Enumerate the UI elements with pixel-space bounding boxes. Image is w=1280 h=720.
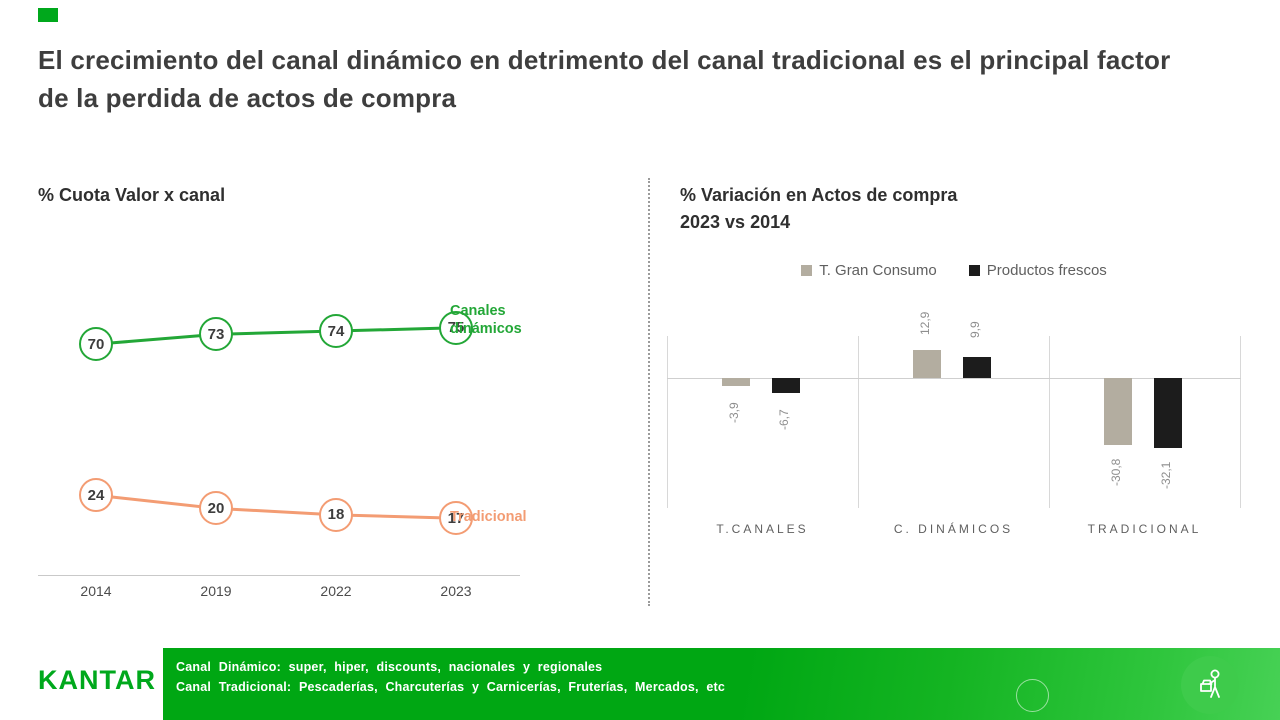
x-tick-label: 2023: [440, 583, 472, 599]
series-label: Tradicional: [450, 509, 527, 526]
bar-value-label: 9,9: [968, 321, 982, 338]
line-chart-svg: [95, 326, 457, 520]
footnote-dynamic-channel: Canal Dinámico: super, hiper, discounts,…: [176, 660, 603, 674]
footer: KANTAR Canal Dinámico: super, hiper, dis…: [0, 648, 1280, 720]
data-point: 75: [439, 310, 473, 345]
legend: T. Gran Consumo Productos frescos: [667, 262, 1241, 279]
bar-value-label: -3,9: [727, 403, 741, 424]
bar-frescos: [963, 356, 991, 378]
footnote-traditional-channel: Canal Tradicional: Pescaderías, Charcute…: [176, 680, 726, 694]
ring-decoration: [1016, 679, 1049, 712]
bar-gran-consumo: [1104, 378, 1132, 445]
series-label: Canales dinámicos: [450, 302, 522, 337]
group-divider: [1240, 336, 1241, 508]
footer-banner: Canal Dinámico: super, hiper, discounts,…: [163, 648, 1280, 720]
bar-frescos: [1154, 378, 1182, 448]
bar-gran-consumo: [913, 350, 941, 378]
kantar-logo: KANTAR: [38, 665, 156, 695]
legend-item: T. Gran Consumo: [801, 262, 937, 279]
x-tick-label: 2022: [320, 583, 352, 599]
bar-gran-consumo: [722, 378, 750, 387]
group-divider: [667, 336, 668, 508]
data-point: 73: [199, 317, 233, 352]
panel-divider: [648, 178, 650, 606]
category-label: TRADICIONAL: [1087, 522, 1202, 536]
bar-value-label: -6,7: [777, 409, 791, 430]
group-divider: [1049, 336, 1050, 508]
shopper-icon: [1200, 669, 1220, 698]
group-divider: [858, 336, 859, 508]
bar-value-label: 12,9: [918, 311, 932, 335]
shopper-icon-circle: [1181, 656, 1239, 714]
x-tick-label: 2019: [200, 583, 232, 599]
bar-chart: -3,9 -6,7 T.CANALES 12,9 9,9 C. DINÁMICOS -30,…: [667, 311, 1241, 545]
legend-swatch: [801, 265, 813, 276]
data-point: 18: [319, 497, 353, 532]
data-point: 70: [79, 327, 113, 362]
legend-label: T. Gran Consumo: [819, 262, 937, 279]
x-axis-line: [38, 575, 520, 576]
legend-swatch: [968, 265, 980, 276]
category-label: C. DINÁMICOS: [893, 522, 1014, 536]
bar-value-label: -32,1: [1159, 460, 1173, 489]
line-chart: 70 73 74 75 Canales dinámicos 24 20 18 17 Tradici…: [38, 235, 638, 610]
bar-value-label: -30,8: [1109, 458, 1123, 486]
accent-bar: [38, 8, 58, 22]
variation-title-line1: % Variación en Actos de compra: [680, 185, 958, 205]
category-label: T.CANALES: [716, 522, 809, 536]
legend-label: Productos frescos: [986, 262, 1107, 279]
legend-item: Productos frescos: [968, 262, 1107, 279]
page-title: El crecimiento del canal dinámico en det…: [38, 45, 1171, 113]
data-point: 24: [79, 478, 113, 513]
variation-title-line2: 2023 vs 2014: [680, 212, 791, 232]
bar-frescos: [772, 378, 800, 393]
zero-axis: [667, 378, 1241, 379]
data-point: 74: [319, 314, 353, 349]
variation-chart-title: % Variación en Actos de compra 2023 vs 2…: [680, 182, 957, 236]
share-chart-title: % Cuota Valor x canal: [38, 185, 226, 205]
x-tick-label: 2014: [80, 583, 112, 599]
data-point: 20: [199, 491, 233, 526]
data-point: 17: [439, 501, 473, 536]
